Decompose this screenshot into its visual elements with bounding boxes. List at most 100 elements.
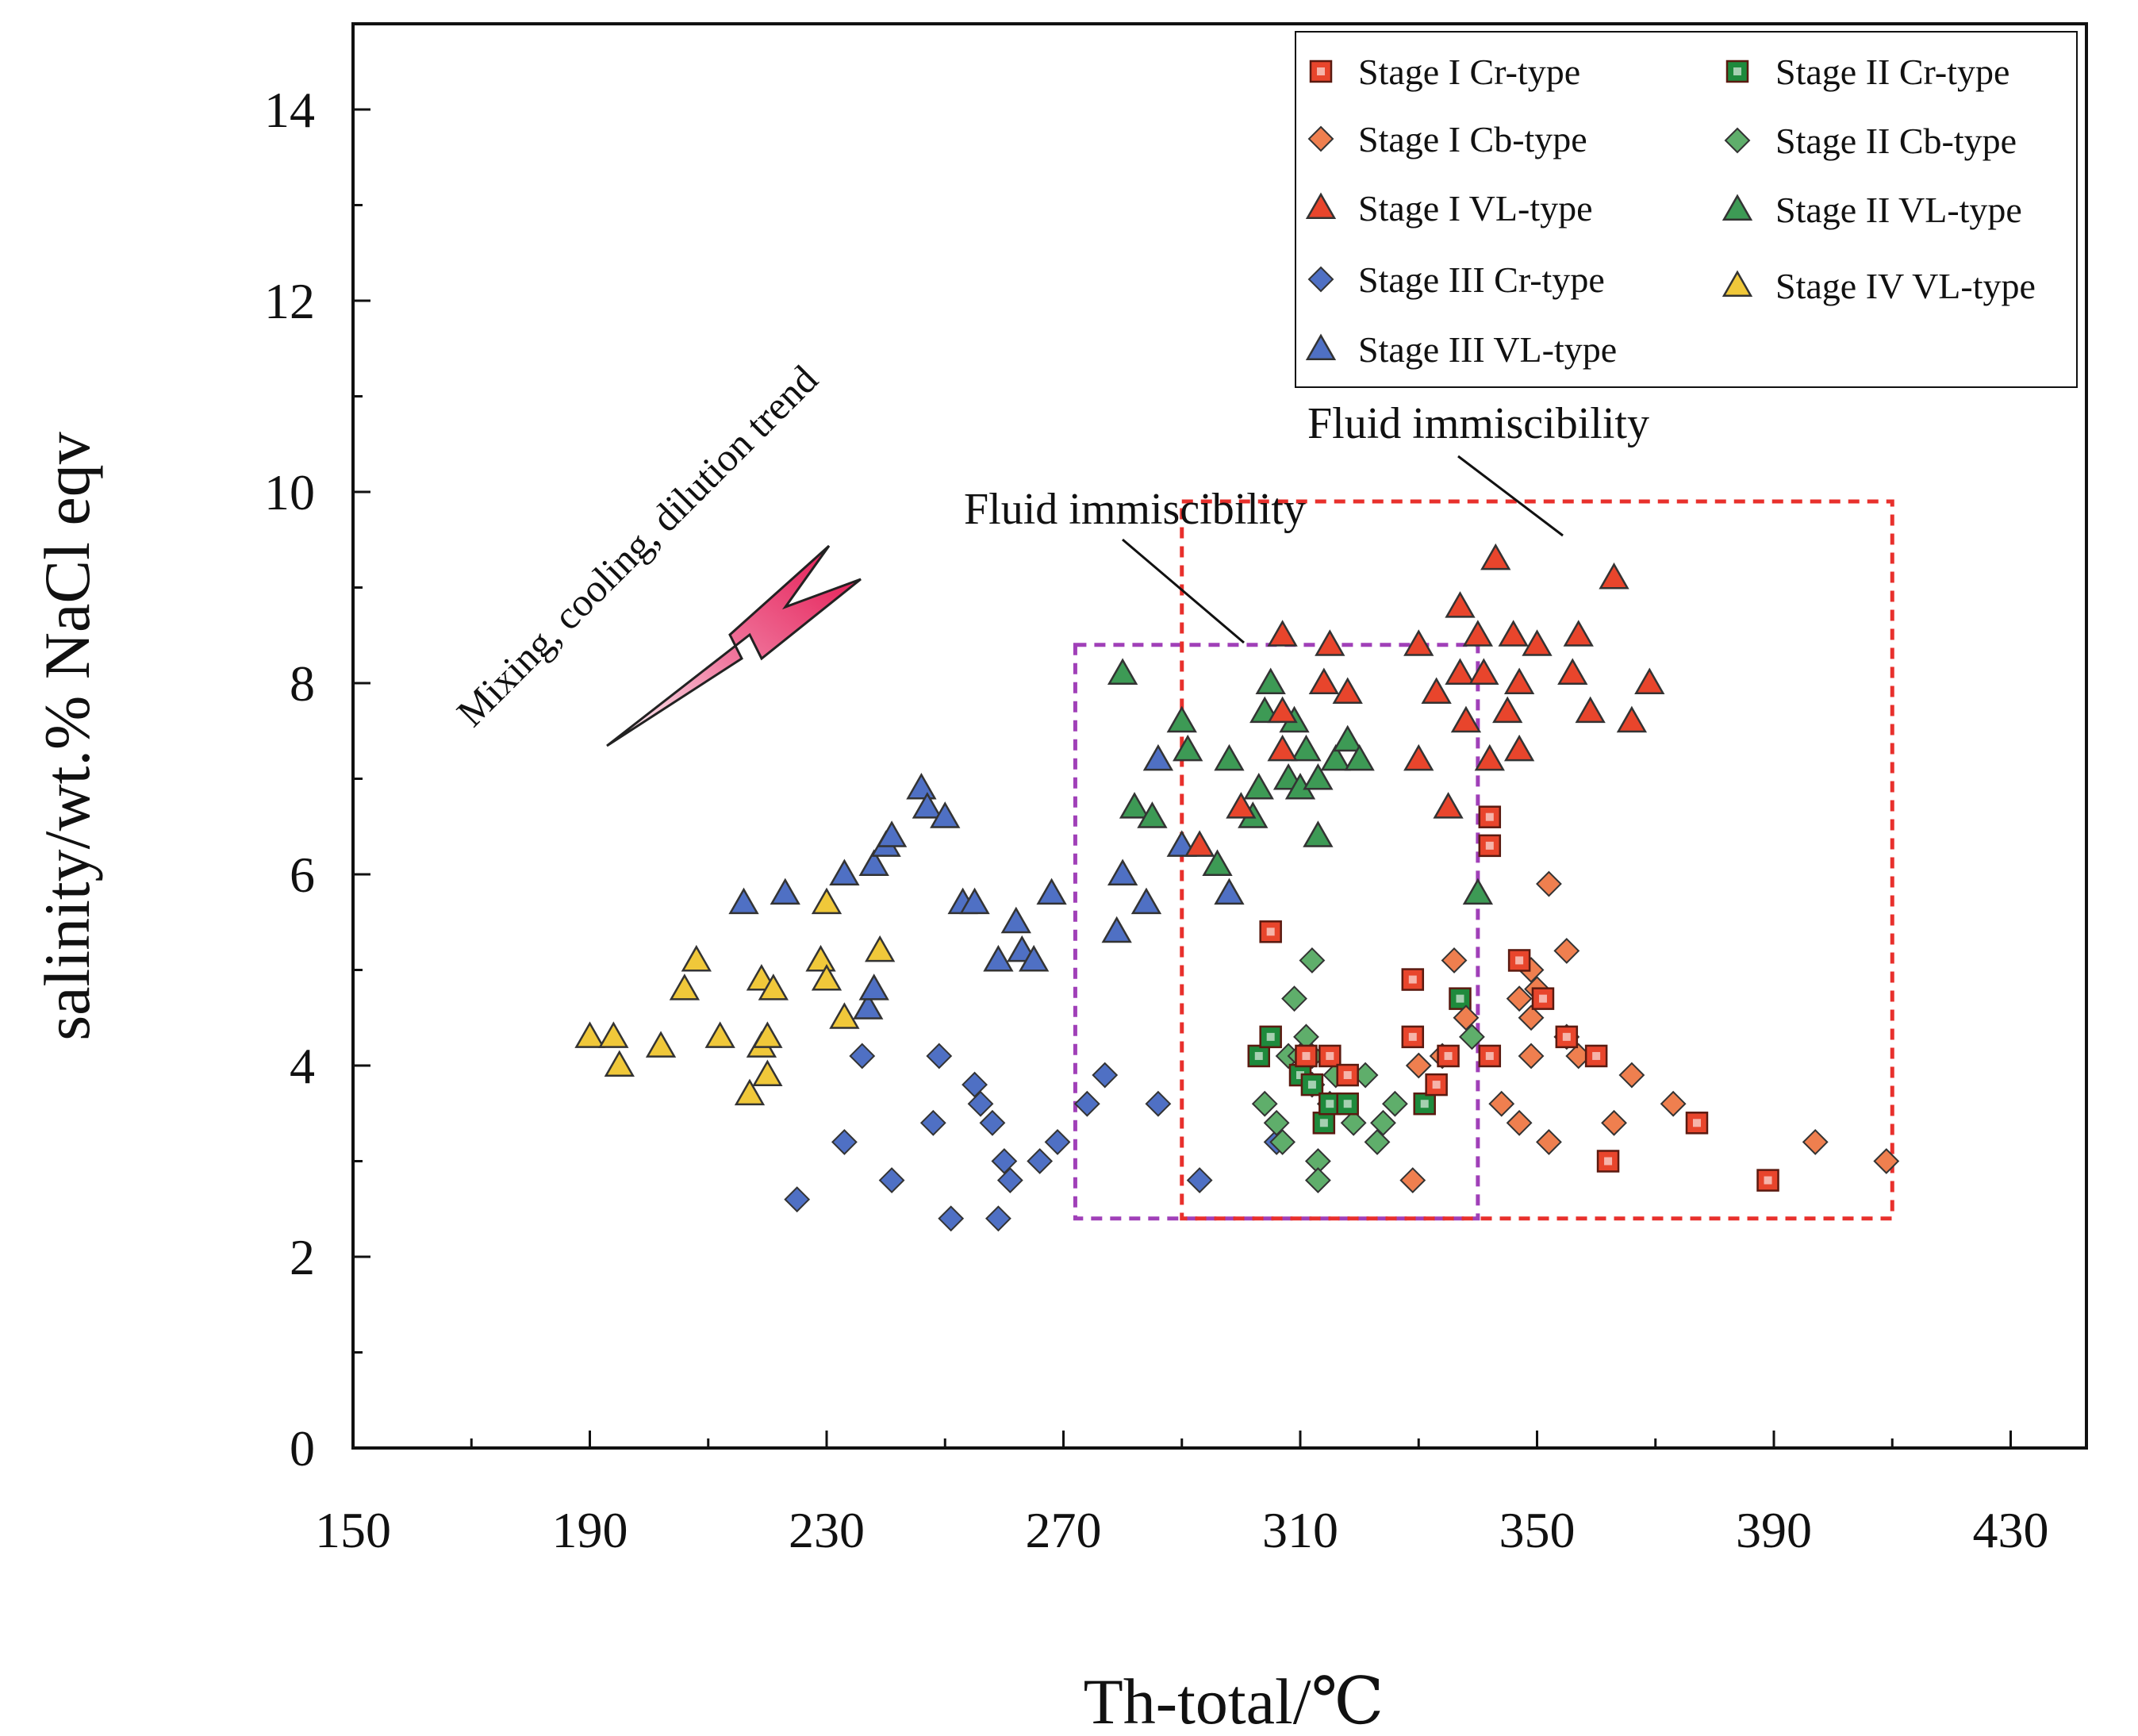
- data-point-highlight: [1266, 1032, 1275, 1041]
- data-point: [1506, 985, 1533, 1012]
- legend-marker: [1305, 192, 1337, 219]
- data-point: [1756, 1169, 1779, 1192]
- legend-marker-highlight: [1733, 67, 1741, 75]
- data-point: [1873, 1148, 1900, 1174]
- data-point: [1458, 1024, 1485, 1050]
- data-point: [912, 792, 943, 819]
- legend-label: Stage IV VL-type: [1775, 266, 2036, 306]
- data-point-highlight: [1562, 1032, 1571, 1041]
- data-point: [919, 1109, 946, 1136]
- data-point: [1634, 667, 1665, 694]
- data-point: [1364, 1128, 1391, 1155]
- data-point: [906, 773, 937, 800]
- data-point: [985, 1205, 1011, 1232]
- data-point-highlight: [1254, 1051, 1263, 1060]
- data-point: [1291, 734, 1322, 762]
- data-point-highlight: [1485, 812, 1494, 821]
- data-point: [645, 1031, 677, 1058]
- data-point: [728, 887, 759, 915]
- trend-arrow: [606, 544, 862, 747]
- data-point: [1399, 1167, 1426, 1194]
- leader-line-purple: [1122, 538, 1245, 644]
- data-point: [574, 1021, 605, 1048]
- x-tick-label: 310: [1262, 1502, 1338, 1558]
- data-point: [1303, 820, 1334, 847]
- data-point-highlight: [1326, 1100, 1334, 1108]
- data-point: [1340, 1109, 1367, 1136]
- data-point-highlight: [1343, 1100, 1352, 1108]
- data-point: [991, 1148, 1018, 1174]
- legend-marker: [1722, 194, 1753, 221]
- data-point: [938, 1205, 965, 1232]
- data-point: [1381, 1090, 1408, 1117]
- data-point: [876, 820, 908, 847]
- legend-label: Stage II Cb-type: [1775, 121, 2017, 161]
- data-point: [1214, 743, 1245, 771]
- data-point: [1518, 1004, 1545, 1031]
- data-point: [1498, 620, 1529, 647]
- x-tick-label: 150: [315, 1502, 391, 1558]
- x-tick-label: 390: [1736, 1502, 1812, 1558]
- data-point: [1450, 705, 1482, 733]
- data-point: [1267, 734, 1298, 762]
- data-point-highlight: [1319, 1119, 1328, 1127]
- data-point-highlight: [1266, 928, 1275, 936]
- data-point: [1251, 1090, 1278, 1117]
- data-point: [752, 1059, 783, 1087]
- legend-marker: [1722, 270, 1753, 297]
- data-point-highlight: [1538, 994, 1547, 1003]
- legend-label: Stage II VL-type: [1775, 190, 2022, 230]
- x-tick-label: 230: [789, 1502, 865, 1558]
- data-point: [1601, 1109, 1627, 1136]
- data-point: [930, 801, 961, 828]
- data-point: [1503, 667, 1535, 694]
- data-point: [1433, 792, 1464, 819]
- data-point: [734, 1078, 766, 1106]
- data-point: [831, 1128, 858, 1155]
- x-tick-label: 270: [1026, 1502, 1102, 1558]
- data-point: [853, 993, 884, 1020]
- data-point: [1263, 1109, 1290, 1136]
- trend-label: Mixing, cooling, dilution trend: [448, 357, 827, 735]
- data-point: [1474, 743, 1505, 771]
- data-point: [1492, 696, 1523, 724]
- data-point: [1166, 705, 1197, 733]
- data-point: [926, 1043, 953, 1070]
- data-point: [1405, 1052, 1432, 1079]
- data-point: [1044, 1128, 1071, 1155]
- data-point: [1536, 870, 1562, 897]
- data-point-highlight: [1764, 1176, 1772, 1185]
- data-point: [598, 1021, 629, 1048]
- legend-marker-highlight: [1317, 67, 1325, 75]
- x-tick-label: 430: [1973, 1502, 2049, 1558]
- legend-label: Stage I Cb-type: [1358, 119, 1587, 159]
- y-tick-label: 4: [290, 1038, 315, 1094]
- data-point: [1336, 1063, 1359, 1087]
- data-point: [849, 1043, 876, 1070]
- data-point: [1503, 734, 1535, 762]
- data-point: [1332, 677, 1363, 705]
- data-point-highlight: [1692, 1119, 1701, 1127]
- data-point: [967, 1090, 994, 1117]
- plot-frame: [351, 22, 2088, 1450]
- data-point-highlight: [1408, 975, 1417, 984]
- data-point: [1214, 878, 1245, 905]
- data-point: [979, 1109, 1006, 1136]
- data-point: [1462, 878, 1494, 905]
- legend-marker: [1307, 266, 1334, 293]
- data-point: [1488, 1090, 1515, 1117]
- data-point: [1119, 792, 1150, 819]
- data-point: [1173, 734, 1203, 762]
- data-point: [1269, 1128, 1296, 1155]
- data-point: [1299, 947, 1326, 974]
- data-point: [878, 1167, 905, 1194]
- data-point: [1130, 887, 1162, 915]
- legend-marker: [1724, 127, 1751, 154]
- data-point: [829, 858, 860, 885]
- data-point: [1553, 937, 1580, 964]
- data-point: [1137, 801, 1168, 828]
- data-point: [962, 1071, 988, 1098]
- data-point: [1107, 858, 1138, 885]
- y-tick-label: 6: [290, 847, 315, 903]
